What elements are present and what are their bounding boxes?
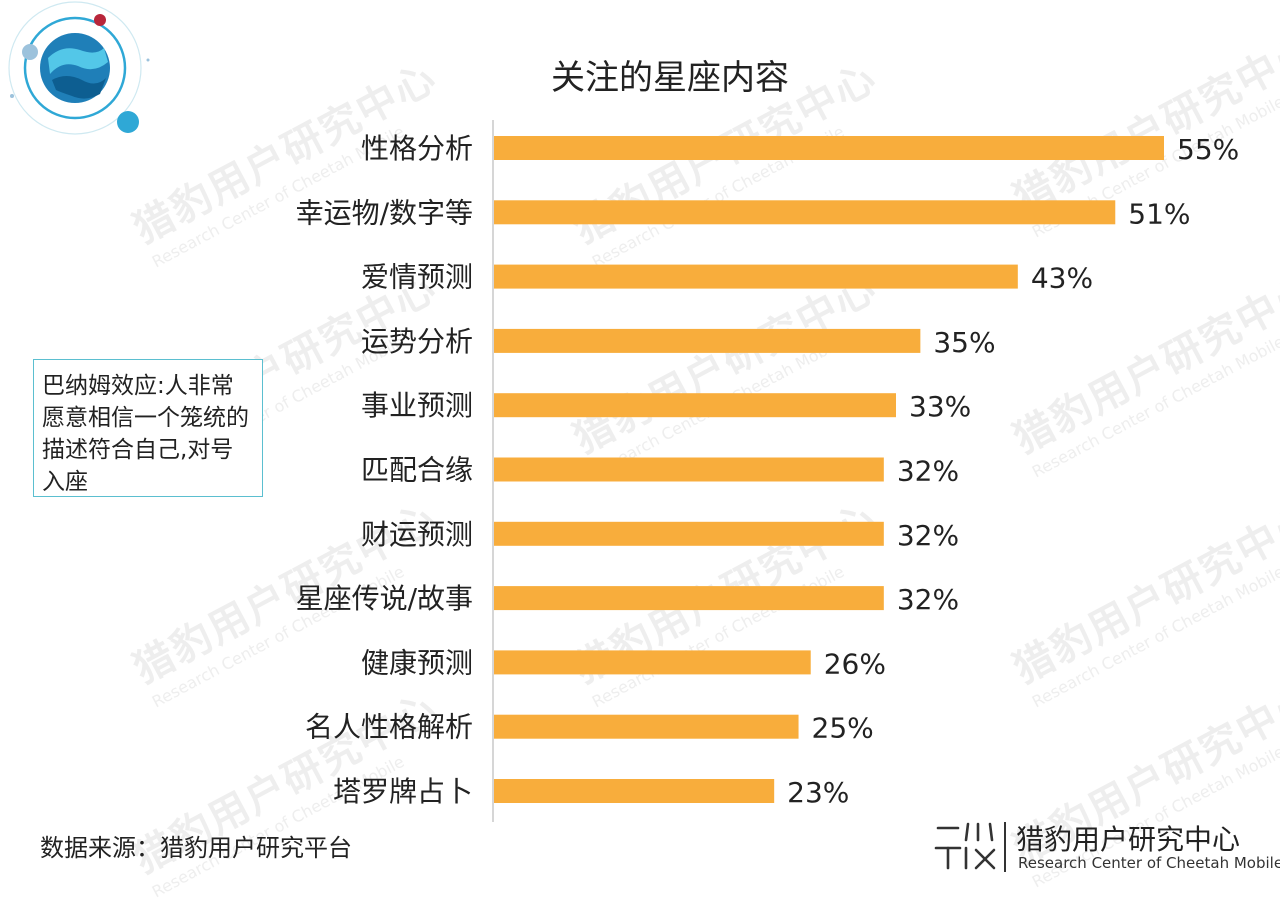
cheetah-logo-icon [934,822,996,870]
bar-1 [494,200,1116,225]
brand-divider [1004,822,1006,872]
value-label-5: 32% [897,455,959,488]
barnum-effect-note: 巴纳姆效应:人非常愿意相信一个笼统的描述符合自己,对号入座 [33,359,263,497]
value-label-6: 32% [897,519,959,552]
category-label-1: 幸运物/数字等 [296,196,473,229]
bar-10 [494,779,775,803]
value-label-9: 25% [812,712,874,745]
bar-7 [494,586,884,611]
bar-4 [494,393,896,418]
value-label-2: 43% [1031,262,1093,295]
bar-5 [494,457,884,482]
bar-9 [494,714,799,739]
chart-title: 关注的星座内容 [551,58,789,98]
category-label-9: 名人性格解析 [305,711,473,744]
data-source: 数据来源：猎豹用户研究平台 [40,834,352,862]
category-label-0: 性格分析 [361,132,473,165]
bar-2 [494,264,1018,289]
bar-6 [494,521,884,546]
category-label-5: 匹配合缘 [361,454,473,487]
bar-3 [494,328,921,353]
brand-block: 猎豹用户研究中心 Research Center of Cheetah Mobi… [932,818,1280,874]
value-label-7: 32% [897,583,959,616]
bar-0 [494,136,1164,160]
value-label-4: 33% [909,390,971,423]
category-label-2: 爱情预测 [361,261,473,294]
category-label-3: 运势分析 [361,325,473,358]
category-label-10: 塔罗牌占卜 [333,775,473,808]
brand-subtitle: Research Center of Cheetah Mobile [1018,854,1280,872]
value-label-8: 26% [824,647,886,680]
planet-decoration [8,1,150,135]
value-label-3: 35% [933,326,995,359]
category-label-7: 星座传说/故事 [296,582,473,615]
value-label-0: 55% [1177,133,1239,166]
bar-8 [494,650,811,675]
brand-name: 猎豹用户研究中心 [1016,823,1241,856]
category-label-8: 健康预测 [361,646,473,679]
value-label-10: 23% [787,776,849,809]
category-label-4: 事业预测 [361,389,473,422]
category-label-6: 财运预测 [361,518,473,551]
value-label-1: 51% [1128,197,1190,230]
